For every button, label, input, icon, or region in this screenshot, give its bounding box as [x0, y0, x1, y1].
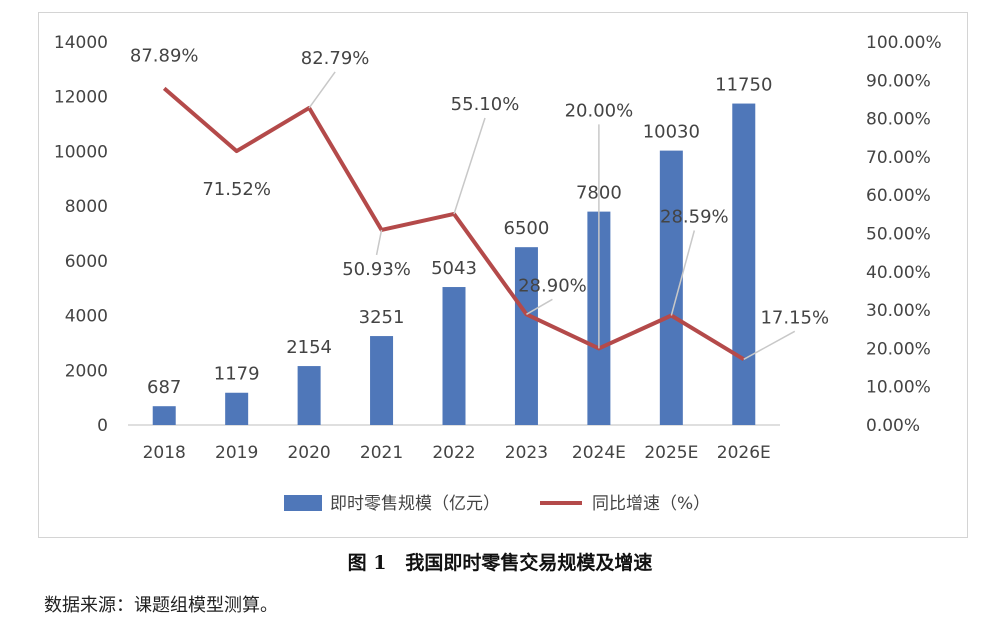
- line-value-label: 17.15%: [760, 307, 829, 328]
- y-right-tick-label: 80.00%: [866, 110, 931, 130]
- bar-value-label: 11750: [715, 75, 772, 96]
- y-right-tick-label: 0.00%: [866, 416, 920, 436]
- line-value-label: 20.00%: [565, 100, 634, 121]
- y-left-tick-label: 14000: [54, 33, 108, 53]
- y-left-tick-label: 6000: [65, 252, 108, 272]
- line-value-label: 50.93%: [342, 259, 411, 280]
- y-left-tick-label: 2000: [65, 361, 108, 381]
- x-tick-label: 2019: [215, 443, 258, 463]
- chart-frame: [38, 12, 968, 538]
- label-leader-line: [308, 71, 336, 109]
- bar: [514, 247, 538, 425]
- y-right-tick-label: 60.00%: [866, 186, 931, 206]
- legend-label-line: 同比增速（%）: [592, 494, 710, 514]
- line-value-label: 28.59%: [660, 207, 729, 228]
- x-tick-label: 2020: [287, 443, 330, 463]
- y-right-tick-label: 30.00%: [866, 301, 931, 321]
- data-source-note: 数据来源：课题组模型测算。: [44, 595, 278, 616]
- y-right-tick-label: 90.00%: [866, 71, 931, 91]
- label-leader-line: [526, 298, 553, 315]
- combo-chart: 0 2000 4000 6000 8000 10000 12000 14000 0.00% 10.…: [54, 33, 942, 514]
- x-tick-label: 2023: [505, 443, 548, 463]
- y-left-tick-label: 0: [97, 416, 108, 436]
- y-right-tick-label: 50.00%: [866, 225, 931, 245]
- line-value-label: 82.79%: [301, 48, 370, 69]
- bar: [370, 336, 394, 425]
- bar: [659, 150, 683, 426]
- bar-value-label: 1179: [214, 364, 260, 385]
- x-tick-label: 2021: [360, 443, 403, 463]
- label-leader-line: [375, 229, 383, 256]
- y-right-tick-label: 10.00%: [866, 378, 931, 398]
- y-left-tick-label: 12000: [54, 88, 108, 108]
- x-tick-label: 2026E: [717, 443, 771, 463]
- bar: [225, 392, 249, 425]
- line-value-label: 71.52%: [202, 179, 271, 200]
- y-left-tick-label: 10000: [54, 142, 108, 162]
- label-leader-line: [743, 330, 796, 360]
- y-right-tick-label: 100.00%: [866, 33, 942, 53]
- figure-caption: 图 1 我国即时零售交易规模及增速: [347, 552, 653, 574]
- bar: [442, 287, 466, 425]
- y-left-tick-label: 4000: [65, 307, 108, 327]
- label-leader-line: [453, 117, 486, 215]
- bar-value-label: 6500: [504, 218, 550, 239]
- bar: [152, 406, 176, 425]
- x-tick-label: 2018: [143, 443, 186, 463]
- line-value-label: 87.89%: [130, 45, 199, 66]
- x-tick-label: 2024E: [572, 443, 626, 463]
- bar-value-label: 10030: [643, 122, 700, 143]
- label-leader-line: [670, 230, 696, 316]
- legend-swatch-bars: [284, 495, 322, 511]
- bar: [297, 366, 321, 425]
- bar-value-label: 2154: [286, 337, 332, 358]
- legend-label-bars: 即时零售规模（亿元）: [330, 494, 500, 514]
- x-tick-label: 2025E: [644, 443, 698, 463]
- bar-value-label: 3251: [359, 307, 405, 328]
- x-tick-label: 2022: [432, 443, 475, 463]
- y-right-tick-label: 70.00%: [866, 148, 931, 168]
- y-left-tick-label: 8000: [65, 197, 108, 217]
- bar-value-label: 5043: [431, 258, 477, 279]
- y-right-tick-label: 20.00%: [866, 339, 931, 359]
- line-value-label: 55.10%: [451, 94, 520, 115]
- bar-value-label: 687: [147, 377, 181, 398]
- bar: [732, 103, 756, 425]
- y-right-tick-label: 40.00%: [866, 263, 931, 283]
- line-value-label: 28.90%: [518, 275, 587, 296]
